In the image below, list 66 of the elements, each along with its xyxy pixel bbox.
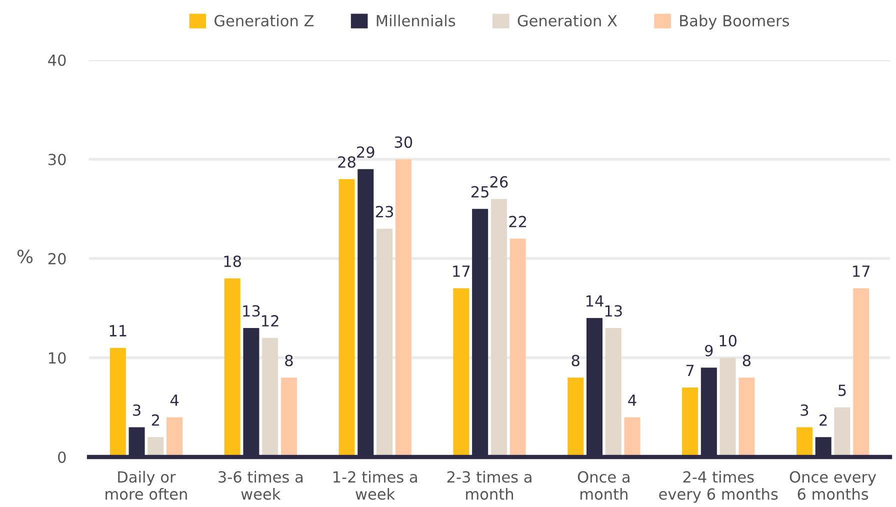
data-label: 13 — [605, 305, 622, 317]
data-label: 2 — [152, 414, 159, 426]
data-label: 11 — [110, 325, 126, 336]
bar — [624, 417, 640, 457]
bar — [166, 417, 183, 457]
bar — [395, 159, 412, 457]
data-label: 2 — [820, 414, 827, 426]
y-tick-label: 20 — [48, 252, 66, 265]
y-tick-label: 0 — [58, 451, 66, 464]
data-label: 26 — [490, 176, 508, 188]
data-label: 14 — [586, 295, 604, 307]
bar — [510, 238, 526, 457]
x-tick-label: 2-4 times every 6 months — [659, 470, 778, 503]
x-tick-label: Daily or more often — [106, 470, 187, 500]
bar — [376, 228, 393, 457]
bar — [490, 198, 507, 457]
data-label: 28 — [338, 156, 356, 168]
bar — [834, 407, 850, 457]
x-tick-label: 3-6 times a week — [218, 470, 303, 500]
data-label: 8 — [742, 354, 750, 366]
bar — [224, 278, 240, 457]
data-label: 30 — [394, 136, 412, 148]
bar — [738, 378, 755, 457]
data-label: 4 — [170, 394, 179, 406]
y-axis-title: % — [17, 250, 33, 264]
data-label: 9 — [705, 344, 713, 356]
bar — [148, 437, 164, 457]
x-tick-label: 1-2 times a week — [334, 470, 417, 500]
legend-label: Generation Z — [214, 14, 314, 26]
bar — [796, 427, 812, 457]
data-label: 29 — [357, 146, 374, 158]
data-label: 10 — [720, 334, 737, 346]
data-label: 25 — [471, 186, 488, 198]
data-label: 18 — [224, 256, 241, 268]
legend-label: Baby Boomers — [680, 14, 790, 30]
data-label: 5 — [838, 384, 846, 396]
x-tick-label: 2-3 times a month — [447, 470, 532, 500]
bar — [720, 358, 736, 457]
data-label: 13 — [243, 305, 260, 317]
data-label: 22 — [509, 216, 526, 228]
bar — [605, 328, 622, 457]
data-label: 12 — [262, 315, 278, 326]
bar — [262, 338, 278, 457]
bar — [338, 179, 355, 457]
x-tick-label: Once every 6 months — [790, 471, 876, 500]
legend-label: Generation X — [518, 14, 618, 26]
bar — [280, 378, 297, 457]
legend-label: Millennials — [376, 14, 456, 26]
bar — [682, 388, 698, 457]
data-label: 4 — [628, 394, 636, 406]
data-label: 8 — [285, 354, 293, 366]
bar — [453, 288, 470, 457]
data-label: 3 — [133, 404, 140, 416]
bar — [110, 348, 126, 457]
bar — [568, 378, 584, 457]
data-label: 8 — [572, 354, 580, 366]
x-tick-label: Once a month — [578, 471, 630, 500]
y-tick-label: 30 — [48, 154, 66, 166]
y-tick-label: 10 — [49, 352, 66, 364]
data-label: 7 — [686, 364, 694, 376]
data-label: 3 — [800, 404, 808, 416]
bar — [853, 288, 870, 457]
y-tick-label: 40 — [48, 54, 66, 66]
data-label: 23 — [376, 206, 394, 218]
data-label: 17 — [453, 266, 470, 277]
data-label: 17 — [853, 266, 870, 277]
